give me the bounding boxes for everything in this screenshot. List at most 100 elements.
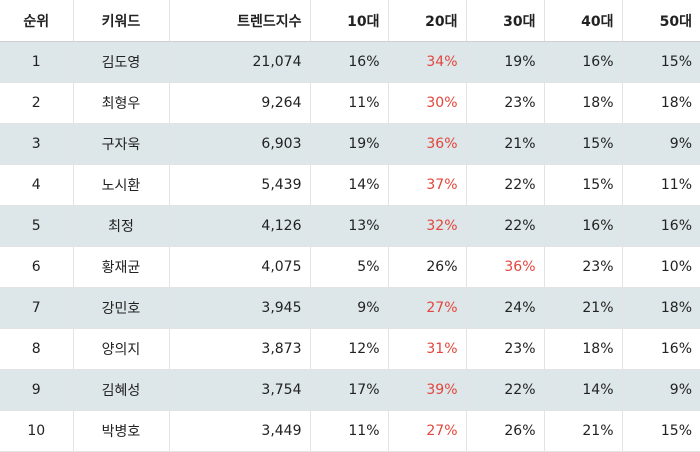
- cell-trend-index: 9,264: [169, 82, 311, 124]
- cell-age-10s: 13%: [310, 205, 389, 247]
- cell-age-50s: 11%: [622, 164, 700, 206]
- cell-rank: 5: [0, 205, 74, 247]
- table-row: 8 양의지 3,873 12% 31% 23% 18% 16%: [0, 328, 700, 370]
- header-trend-index: 트렌드지수: [169, 0, 311, 42]
- cell-age-50s: 9%: [622, 123, 700, 165]
- cell-keyword: 박병호: [73, 410, 170, 452]
- cell-keyword: 노시환: [73, 164, 170, 206]
- cell-age-50s: 15%: [622, 41, 700, 83]
- cell-age-20s: 32%: [388, 205, 467, 247]
- cell-age-40s: 16%: [544, 205, 623, 247]
- cell-age-20s: 34%: [388, 41, 467, 83]
- header-keyword: 키워드: [73, 0, 170, 42]
- cell-age-20s: 31%: [388, 328, 467, 370]
- cell-age-10s: 11%: [310, 410, 389, 452]
- table-row: 10 박병호 3,449 11% 27% 26% 21% 15%: [0, 410, 700, 452]
- cell-age-10s: 19%: [310, 123, 389, 165]
- header-age-30s: 30대: [466, 0, 545, 42]
- table-row: 9 김혜성 3,754 17% 39% 22% 14% 9%: [0, 369, 700, 411]
- cell-age-10s: 14%: [310, 164, 389, 206]
- cell-rank: 6: [0, 246, 74, 288]
- cell-rank: 2: [0, 82, 74, 124]
- cell-age-30s: 22%: [466, 164, 545, 206]
- cell-age-40s: 14%: [544, 369, 623, 411]
- table-row: 4 노시환 5,439 14% 37% 22% 15% 11%: [0, 164, 700, 206]
- cell-age-30s: 22%: [466, 369, 545, 411]
- cell-age-10s: 9%: [310, 287, 389, 329]
- cell-age-40s: 16%: [544, 41, 623, 83]
- header-age-40s: 40대: [544, 0, 623, 42]
- cell-age-50s: 18%: [622, 287, 700, 329]
- cell-age-30s: 19%: [466, 41, 545, 83]
- header-rank: 순위: [0, 0, 74, 42]
- cell-keyword: 양의지: [73, 328, 170, 370]
- table-body: 1 김도영 21,074 16% 34% 19% 16% 15% 2 최형우 9,264 11% 30%…: [0, 41, 700, 452]
- cell-age-40s: 18%: [544, 82, 623, 124]
- cell-age-20s: 36%: [388, 123, 467, 165]
- cell-trend-index: 3,873: [169, 328, 311, 370]
- cell-trend-index: 3,449: [169, 410, 311, 452]
- cell-age-30s: 23%: [466, 328, 545, 370]
- cell-rank: 1: [0, 41, 74, 83]
- cell-age-20s: 27%: [388, 287, 467, 329]
- cell-age-50s: 16%: [622, 205, 700, 247]
- cell-keyword: 김도영: [73, 41, 170, 83]
- cell-age-40s: 23%: [544, 246, 623, 288]
- cell-rank: 9: [0, 369, 74, 411]
- cell-age-50s: 18%: [622, 82, 700, 124]
- table-row: 3 구자욱 6,903 19% 36% 21% 15% 9%: [0, 123, 700, 165]
- cell-keyword: 최형우: [73, 82, 170, 124]
- table-row: 2 최형우 9,264 11% 30% 23% 18% 18%: [0, 82, 700, 124]
- cell-keyword: 구자욱: [73, 123, 170, 165]
- header-row: 순위 키워드 트렌드지수 10대 20대 30대 40대 50대: [0, 0, 700, 42]
- cell-age-50s: 15%: [622, 410, 700, 452]
- cell-age-20s: 39%: [388, 369, 467, 411]
- cell-age-10s: 5%: [310, 246, 389, 288]
- cell-keyword: 김혜성: [73, 369, 170, 411]
- header-age-50s: 50대: [622, 0, 700, 42]
- cell-age-10s: 17%: [310, 369, 389, 411]
- cell-trend-index: 3,754: [169, 369, 311, 411]
- cell-keyword: 최정: [73, 205, 170, 247]
- cell-age-20s: 27%: [388, 410, 467, 452]
- cell-rank: 10: [0, 410, 74, 452]
- cell-trend-index: 21,074: [169, 41, 311, 83]
- cell-age-50s: 9%: [622, 369, 700, 411]
- cell-keyword: 강민호: [73, 287, 170, 329]
- table-row: 6 황재균 4,075 5% 26% 36% 23% 10%: [0, 246, 700, 288]
- cell-age-40s: 18%: [544, 328, 623, 370]
- table-row: 5 최정 4,126 13% 32% 22% 16% 16%: [0, 205, 700, 247]
- cell-age-10s: 11%: [310, 82, 389, 124]
- cell-age-10s: 16%: [310, 41, 389, 83]
- cell-age-30s: 24%: [466, 287, 545, 329]
- cell-rank: 3: [0, 123, 74, 165]
- cell-age-40s: 21%: [544, 287, 623, 329]
- cell-trend-index: 3,945: [169, 287, 311, 329]
- cell-age-30s: 36%: [466, 246, 545, 288]
- cell-trend-index: 5,439: [169, 164, 311, 206]
- cell-age-50s: 16%: [622, 328, 700, 370]
- header-age-20s: 20대: [388, 0, 467, 42]
- cell-age-30s: 23%: [466, 82, 545, 124]
- header-age-10s: 10대: [310, 0, 389, 42]
- cell-age-30s: 21%: [466, 123, 545, 165]
- cell-age-20s: 26%: [388, 246, 467, 288]
- table-row: 7 강민호 3,945 9% 27% 24% 21% 18%: [0, 287, 700, 329]
- cell-rank: 4: [0, 164, 74, 206]
- table-row: 1 김도영 21,074 16% 34% 19% 16% 15%: [0, 41, 700, 83]
- cell-rank: 7: [0, 287, 74, 329]
- cell-age-10s: 12%: [310, 328, 389, 370]
- cell-trend-index: 4,075: [169, 246, 311, 288]
- cell-age-40s: 15%: [544, 123, 623, 165]
- cell-age-40s: 21%: [544, 410, 623, 452]
- cell-age-30s: 22%: [466, 205, 545, 247]
- cell-keyword: 황재균: [73, 246, 170, 288]
- cell-age-20s: 37%: [388, 164, 467, 206]
- cell-rank: 8: [0, 328, 74, 370]
- cell-age-30s: 26%: [466, 410, 545, 452]
- cell-trend-index: 4,126: [169, 205, 311, 247]
- cell-trend-index: 6,903: [169, 123, 311, 165]
- cell-age-40s: 15%: [544, 164, 623, 206]
- cell-age-50s: 10%: [622, 246, 700, 288]
